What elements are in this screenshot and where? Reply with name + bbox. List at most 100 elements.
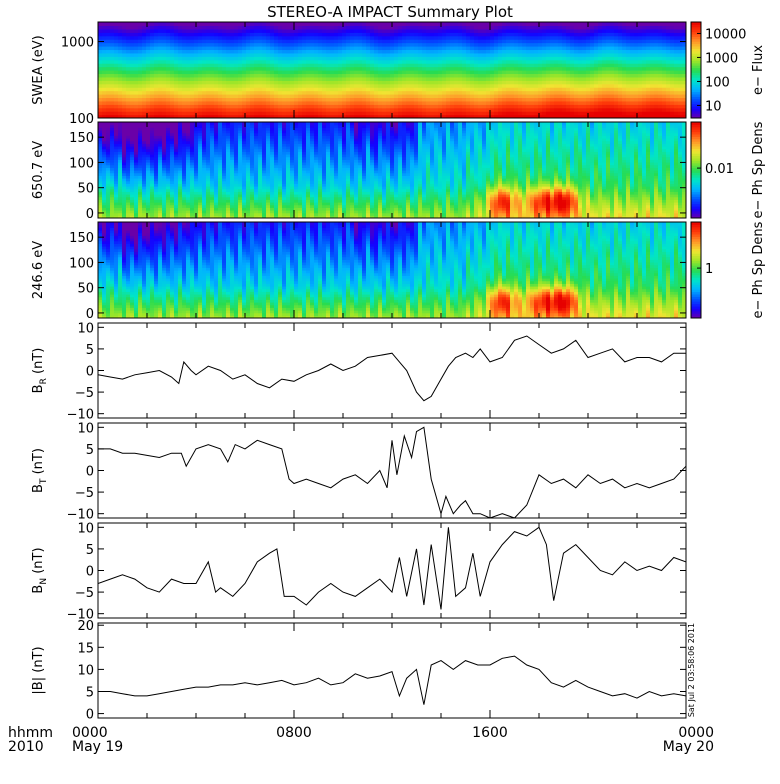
- heatmap-cell: [474, 87, 479, 91]
- heatmap-cell: [646, 111, 651, 115]
- heatmap-cell: [174, 101, 179, 105]
- heatmap-cell: [558, 53, 563, 57]
- heatmap-cell: [262, 97, 267, 101]
- heatmap-cell: [330, 80, 335, 84]
- heatmap-cell: [482, 63, 487, 67]
- heatmap-cell: [114, 87, 119, 91]
- heatmap-cell: [362, 104, 367, 108]
- heatmap-cell: [462, 70, 467, 74]
- heatmap-cell: [230, 56, 235, 60]
- heatmap-cell: [166, 77, 171, 81]
- heatmap-cell: [598, 29, 603, 33]
- heatmap-cell: [370, 46, 375, 50]
- heatmap-cell: [190, 111, 195, 115]
- heatmap-cell: [626, 32, 631, 36]
- heatmap-cell: [150, 94, 155, 98]
- heatmap-cell: [242, 29, 247, 33]
- heatmap-cell: [662, 91, 667, 95]
- heatmap-cell: [422, 97, 427, 101]
- heatmap-cell: [558, 67, 563, 71]
- heatmap-cell: [514, 49, 519, 53]
- heatmap-cell: [646, 63, 651, 67]
- heatmap-cell: [646, 80, 651, 84]
- heatmap-cell: [442, 53, 447, 57]
- heatmap-cell: [638, 63, 643, 67]
- heatmap-cell: [666, 73, 671, 77]
- heatmap-cell: [398, 32, 403, 36]
- heatmap-cell: [650, 53, 655, 57]
- heatmap-cell: [358, 104, 363, 108]
- heatmap-cell: [238, 49, 243, 53]
- heatmap-cell: [210, 94, 215, 98]
- heatmap-cell: [278, 101, 283, 105]
- heatmap-cell: [158, 73, 163, 77]
- heatmap-cell: [378, 39, 383, 43]
- heatmap-cell: [614, 25, 619, 29]
- heatmap-cell: [286, 22, 291, 26]
- heatmap-cell: [590, 22, 595, 26]
- heatmap-cell: [158, 53, 163, 57]
- heatmap-cell: [446, 70, 451, 74]
- heatmap-cell: [242, 46, 247, 50]
- heatmap-cell: [426, 63, 431, 67]
- heatmap-cell: [382, 39, 387, 43]
- heatmap-cell: [114, 49, 119, 53]
- heatmap-cell: [158, 70, 163, 74]
- heatmap-cell: [490, 63, 495, 67]
- heatmap-cell: [146, 29, 151, 33]
- heatmap-cell: [322, 91, 327, 95]
- heatmap-cell: [534, 94, 539, 98]
- heatmap-cell: [446, 56, 451, 60]
- heatmap-cell: [190, 49, 195, 53]
- heatmap-cell: [618, 111, 623, 115]
- heatmap-cell: [154, 53, 159, 57]
- heatmap-cell: [142, 43, 147, 47]
- heatmap-cell: [122, 70, 127, 74]
- heatmap-cell: [142, 29, 147, 33]
- heatmap-cell: [378, 25, 383, 29]
- heatmap-cell: [278, 77, 283, 81]
- heatmap-cell: [450, 80, 455, 84]
- heatmap-cell: [162, 67, 167, 71]
- heatmap-cell: [550, 87, 555, 91]
- heatmap-cell: [470, 97, 475, 101]
- heatmap-cell: [134, 22, 139, 26]
- heatmap-cell: [350, 56, 355, 60]
- heatmap-cell: [410, 67, 415, 71]
- heatmap-cell: [546, 49, 551, 53]
- heatmap-cell: [186, 43, 191, 47]
- heatmap-cell: [566, 43, 571, 47]
- heatmap-cell: [562, 63, 567, 67]
- heatmap-cell: [302, 22, 307, 26]
- heatmap-cell: [546, 67, 551, 71]
- heatmap-cell: [638, 101, 643, 105]
- heatmap-cell: [178, 94, 183, 98]
- heatmap-cell: [138, 77, 143, 81]
- heatmap-cell: [554, 104, 559, 108]
- heatmap-cell: [342, 80, 347, 84]
- heatmap-cell: [414, 87, 419, 91]
- heatmap-cell: [326, 39, 331, 43]
- heatmap-cell: [206, 39, 211, 43]
- heatmap-cell: [150, 104, 155, 108]
- heatmap-cell: [358, 111, 363, 115]
- heatmap-cell: [354, 49, 359, 53]
- heatmap-cell: [366, 49, 371, 53]
- heatmap-cell: [150, 70, 155, 74]
- heatmap-cell: [570, 73, 575, 77]
- heatmap-cell: [202, 39, 207, 43]
- heatmap-cell: [606, 67, 611, 71]
- heatmap-cell: [450, 43, 455, 47]
- heatmap-cell: [574, 39, 579, 43]
- heatmap-cell: [238, 94, 243, 98]
- heatmap-cell: [390, 39, 395, 43]
- heatmap-cell: [650, 32, 655, 36]
- heatmap-cell: [382, 97, 387, 101]
- heatmap-cell: [578, 49, 583, 53]
- heatmap-cell: [546, 87, 551, 91]
- heatmap-cell: [110, 25, 115, 29]
- heatmap-cell: [434, 87, 439, 91]
- heatmap-cell: [530, 91, 535, 95]
- heatmap-cell: [366, 73, 371, 77]
- heatmap-cell: [110, 70, 115, 74]
